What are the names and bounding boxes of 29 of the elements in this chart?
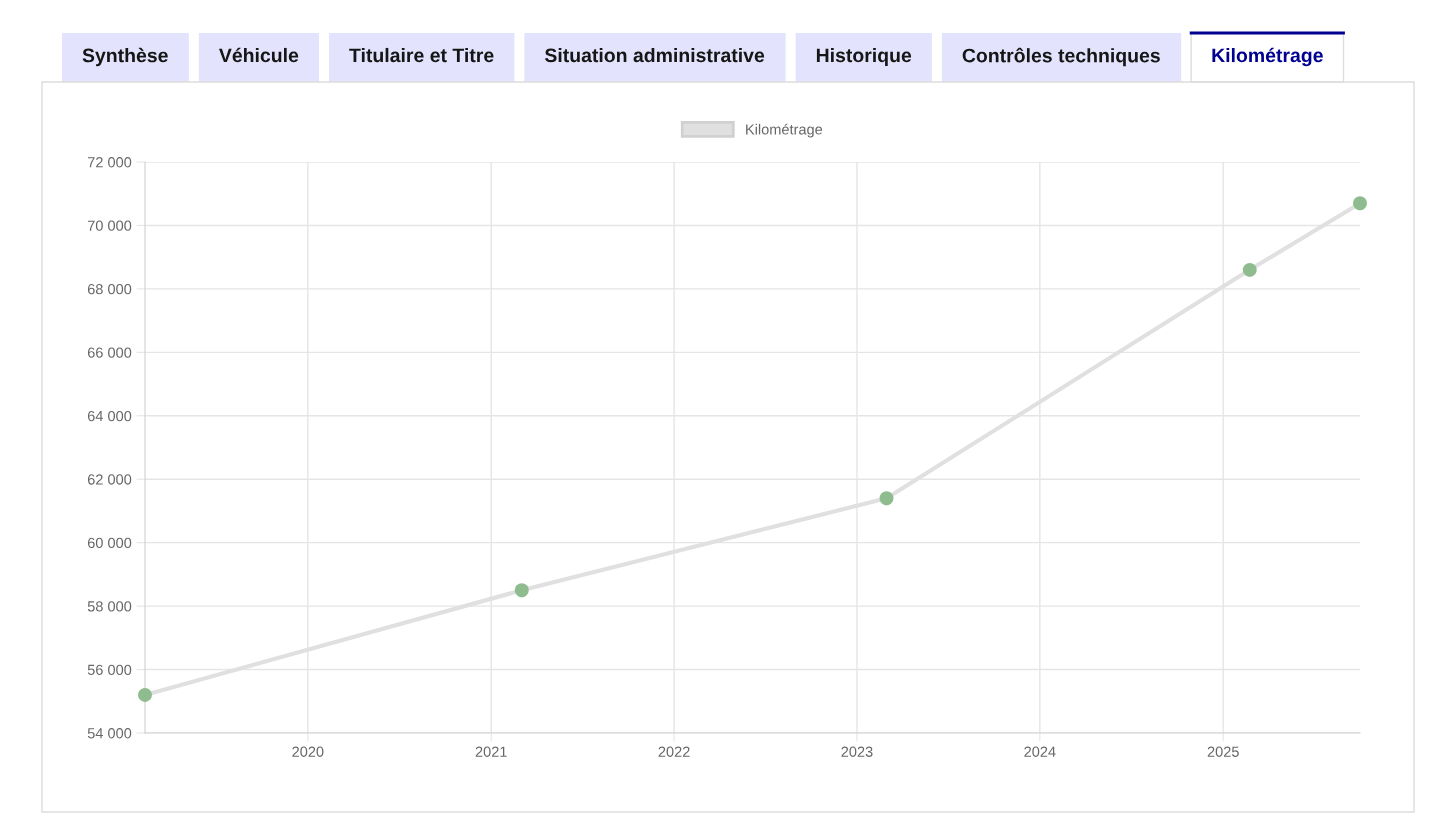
y-tick-label: 60 000 <box>87 537 132 549</box>
y-tick-label: 56 000 <box>87 664 132 675</box>
y-tick-label: 54 000 <box>87 728 132 739</box>
y-tick-label: 58 000 <box>87 601 132 612</box>
text: Véhicule <box>219 47 299 63</box>
point <box>514 583 529 598</box>
x-tick-label: 2021 <box>475 746 507 757</box>
text: Kilométrage <box>1212 47 1323 67</box>
point <box>879 491 894 506</box>
y-tick-label: 70 000 <box>87 220 132 231</box>
y-tick-label: 64 000 <box>87 410 132 422</box>
y-tick-label: 66 000 <box>87 347 132 358</box>
point <box>1353 196 1367 211</box>
x-tick-label: 2022 <box>658 746 690 757</box>
text: Synthèse <box>82 47 168 67</box>
point <box>138 687 152 702</box>
y-tick-label: 62 000 <box>87 474 132 485</box>
y-tick-label: 68 000 <box>87 283 132 295</box>
x-tick-label: 2020 <box>292 746 324 757</box>
text: Historique <box>816 47 912 67</box>
text: Contrôles techniques <box>962 47 1160 67</box>
point <box>1242 262 1257 277</box>
text: Titulaire et Titre <box>349 47 494 63</box>
text: Situation administrative <box>544 47 765 63</box>
x-tick-label: 2025 <box>1207 746 1239 757</box>
x-tick-label: 2023 <box>841 746 873 757</box>
x-tick-label: 2024 <box>1024 746 1056 757</box>
y-tick-label: 72 000 <box>87 157 132 168</box>
legend-label: Kilométrage <box>746 123 823 138</box>
